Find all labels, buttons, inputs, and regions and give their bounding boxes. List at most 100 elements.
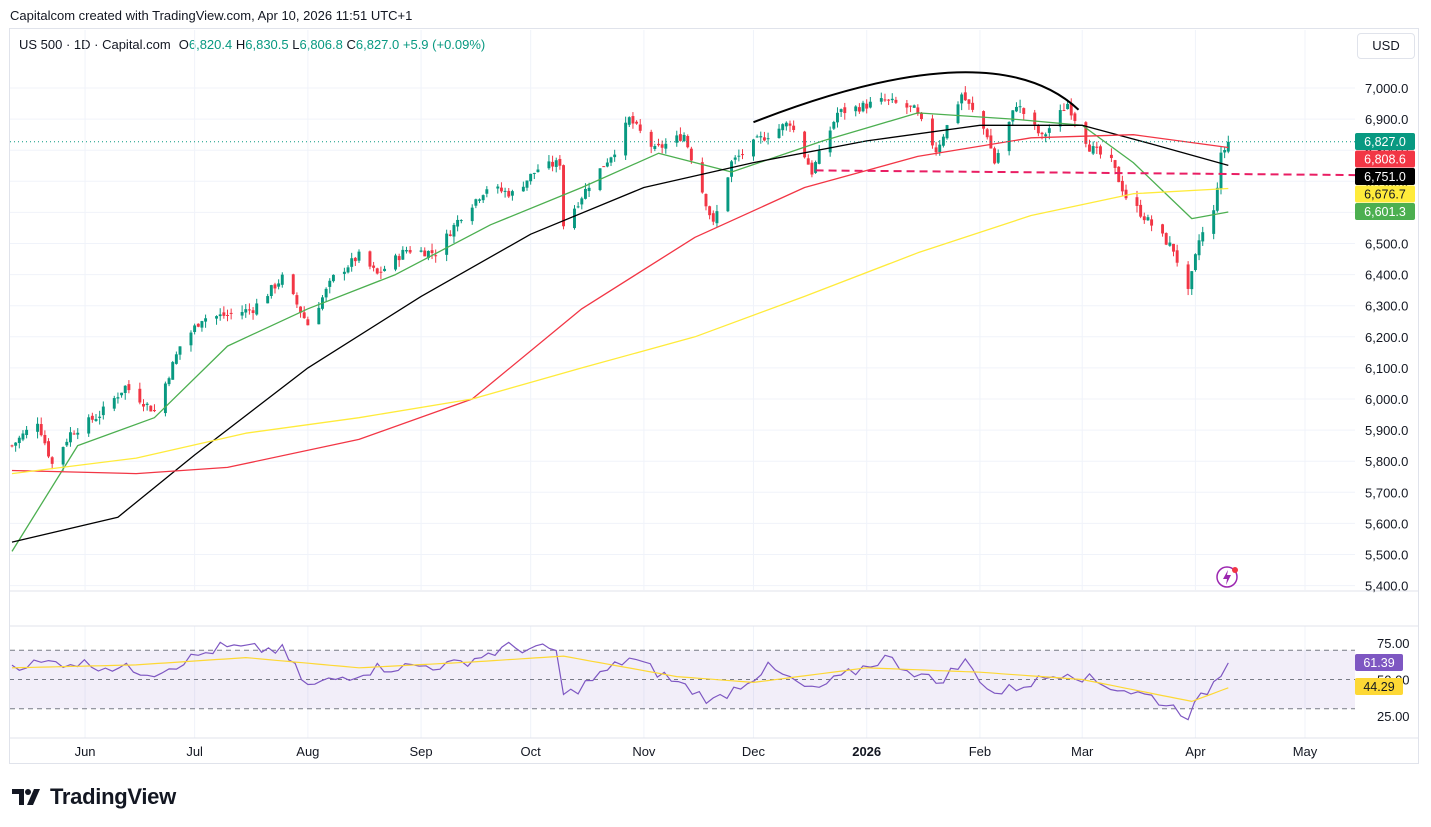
candle-down: [1164, 233, 1168, 245]
candle-down: [379, 271, 383, 273]
candle-up: [1014, 106, 1018, 112]
candle-up: [510, 191, 514, 196]
y-axis-tick-label: 6,400.0: [1365, 268, 1408, 283]
rsi-value-badge: [1355, 678, 1403, 695]
candle-down: [1033, 112, 1037, 125]
candle-up: [1190, 271, 1194, 290]
candle-down: [678, 134, 682, 141]
candle-down: [127, 384, 131, 391]
candle-up: [215, 316, 219, 319]
candle-up: [120, 392, 124, 396]
candle-up: [280, 274, 284, 285]
candle-up: [839, 109, 843, 112]
y-axis-tick-label: 5,900.0: [1365, 423, 1408, 438]
chart-frame: [9, 28, 1419, 764]
candle-up: [624, 122, 628, 156]
x-axis-tick-label: May: [1293, 744, 1318, 759]
candle-up: [419, 250, 423, 252]
candle-down: [649, 131, 653, 147]
candle-down: [397, 256, 401, 261]
price-label-value: 6,676.7: [1364, 188, 1406, 202]
candle-down: [138, 388, 142, 403]
candle-up: [613, 154, 617, 158]
candle-down: [857, 107, 861, 112]
candle-up: [861, 102, 865, 112]
candle-up: [1226, 141, 1230, 152]
candle-up: [116, 397, 120, 399]
candle-down: [1175, 250, 1179, 263]
candle-down: [967, 99, 971, 104]
candle-down: [741, 154, 744, 156]
candle-down: [1186, 264, 1190, 289]
candle-up: [87, 417, 91, 434]
candle-down: [226, 314, 229, 316]
x-axis-tick-label: Sep: [410, 744, 433, 759]
y-axis-tick-label: 6,200.0: [1365, 330, 1408, 345]
candle-down: [887, 99, 891, 101]
y-axis-tick-label: 5,600.0: [1365, 516, 1408, 531]
chart-attribution: Capitalcom created with TradingView.com,…: [10, 8, 413, 23]
candle-up: [573, 208, 576, 229]
candle-up: [68, 432, 72, 443]
candle-down: [1088, 144, 1091, 152]
candle-down: [196, 323, 200, 327]
currency-button[interactable]: USD: [1357, 33, 1415, 59]
candle-down: [551, 161, 555, 167]
candle-up: [547, 161, 551, 169]
symbol-legend[interactable]: US 500 · 1D · Capital.com O6,820.4 H6,830…: [19, 37, 485, 52]
candle-down: [1040, 132, 1044, 135]
candle-up: [178, 346, 182, 355]
candle-up: [394, 255, 397, 270]
candle-down: [660, 144, 664, 148]
candle-down: [1139, 204, 1143, 217]
candle-up: [529, 173, 533, 182]
candle-up: [536, 169, 540, 173]
candle-down: [558, 158, 562, 166]
rsi-value-badge: [1355, 654, 1403, 671]
candle-down: [1142, 216, 1146, 221]
candle-up: [1007, 121, 1011, 152]
candle-up: [814, 162, 818, 173]
y-axis-tick-label: 5,500.0: [1365, 548, 1408, 563]
price-label-badge: [1355, 185, 1415, 203]
rsi-axis-tick-label: 25.00: [1377, 709, 1410, 724]
candle-down: [1172, 243, 1175, 252]
candle-down: [1036, 125, 1040, 134]
candle-up: [255, 303, 259, 315]
candle-down: [152, 409, 156, 412]
candle-down: [10, 445, 14, 447]
candle-up: [25, 429, 29, 436]
candle-up: [76, 432, 80, 435]
candle-up: [583, 188, 587, 199]
candle-up: [817, 150, 821, 164]
candle-down: [704, 193, 708, 207]
candle-up: [324, 288, 328, 298]
candle-down: [806, 158, 810, 165]
candle-down: [1124, 189, 1128, 199]
candle-up: [580, 198, 584, 205]
candle-up: [726, 177, 730, 212]
candle-down: [602, 166, 606, 168]
candle-up: [426, 250, 430, 259]
close-value: 6,827.0: [355, 37, 400, 52]
candle-up: [21, 433, 25, 440]
high-value: 6,830.5: [245, 37, 289, 52]
candle-up: [759, 136, 763, 138]
candle-up: [163, 383, 167, 414]
candle-up: [244, 309, 248, 313]
candle-up: [405, 250, 408, 252]
candle-up: [200, 321, 204, 328]
price-label-badge: [1355, 168, 1415, 185]
candle-down: [803, 131, 807, 158]
candle-up: [832, 121, 836, 129]
candle-down: [788, 123, 792, 126]
candle-up: [868, 101, 872, 108]
candle-up: [317, 307, 321, 325]
candle-down: [1022, 108, 1026, 114]
candle-up: [525, 180, 529, 188]
tradingview-footer[interactable]: TradingView: [12, 784, 176, 810]
price-label-badge: [1355, 150, 1415, 168]
candle-down: [1161, 224, 1165, 234]
candle-down: [430, 250, 434, 254]
